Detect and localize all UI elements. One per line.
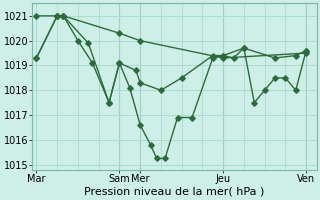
X-axis label: Pression niveau de la mer( hPa ): Pression niveau de la mer( hPa ) <box>84 187 265 197</box>
